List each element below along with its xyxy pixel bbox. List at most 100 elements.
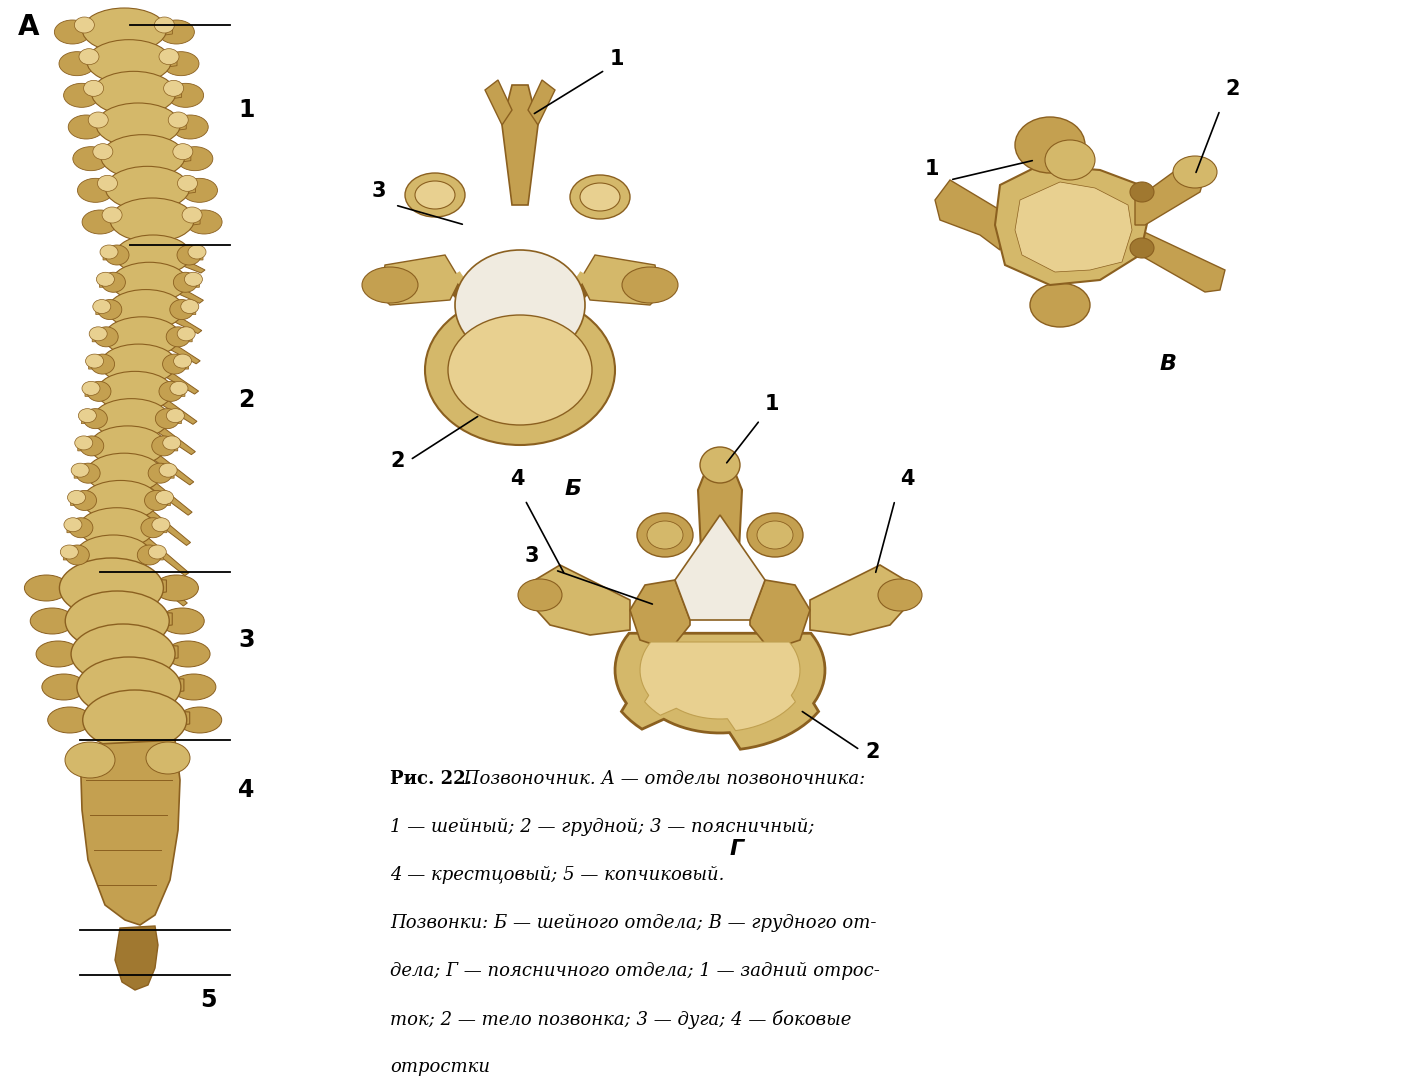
Ellipse shape [166,408,184,422]
Polygon shape [149,410,181,423]
Polygon shape [142,24,173,38]
Polygon shape [811,565,908,635]
Text: Г: Г [730,839,744,859]
Ellipse shape [92,71,176,115]
Polygon shape [502,84,538,205]
Polygon shape [143,644,179,662]
Ellipse shape [170,300,194,319]
Ellipse shape [82,481,159,521]
Ellipse shape [163,52,198,76]
Polygon shape [529,80,555,125]
Ellipse shape [48,707,92,733]
Polygon shape [147,388,197,425]
Ellipse shape [149,464,171,483]
Ellipse shape [169,112,188,128]
Ellipse shape [154,575,198,601]
Text: 1: 1 [765,394,779,414]
Polygon shape [167,274,200,287]
Ellipse shape [54,19,91,44]
Ellipse shape [156,408,180,429]
Ellipse shape [156,491,173,505]
Text: 4: 4 [900,469,914,490]
Ellipse shape [152,436,176,456]
Ellipse shape [167,83,204,107]
Text: Позвонки: Б — шейного отдела; В — грудного от-: Позвонки: Б — шейного отдела; В — грудно… [390,914,877,932]
Ellipse shape [96,272,115,286]
Polygon shape [147,55,177,69]
Ellipse shape [1173,156,1217,188]
Ellipse shape [94,144,113,159]
Text: 3: 3 [238,628,255,652]
Ellipse shape [170,381,188,395]
Polygon shape [580,255,660,305]
Polygon shape [129,524,188,576]
Polygon shape [674,516,765,619]
Ellipse shape [173,354,191,368]
Ellipse shape [64,518,82,532]
Ellipse shape [700,447,740,483]
Ellipse shape [112,262,187,302]
Ellipse shape [30,608,74,634]
Ellipse shape [60,558,163,618]
Ellipse shape [108,289,184,329]
Ellipse shape [154,17,174,32]
Polygon shape [531,565,631,635]
Ellipse shape [580,183,621,211]
Polygon shape [89,356,120,369]
Ellipse shape [82,8,166,52]
Ellipse shape [184,272,203,286]
Ellipse shape [68,491,85,505]
Text: В: В [1161,354,1178,374]
Ellipse shape [415,181,455,209]
Ellipse shape [1030,283,1090,327]
Ellipse shape [163,436,181,449]
Ellipse shape [159,381,183,402]
Ellipse shape [86,40,171,83]
Text: 2: 2 [864,742,880,762]
Ellipse shape [361,268,418,303]
Ellipse shape [177,146,213,171]
Ellipse shape [166,327,190,347]
Text: 1: 1 [238,97,255,122]
Ellipse shape [101,344,177,384]
Polygon shape [380,255,461,305]
Ellipse shape [74,17,95,32]
Text: Рис. 22.: Рис. 22. [390,770,472,788]
Polygon shape [995,165,1151,285]
Ellipse shape [79,49,99,65]
Polygon shape [1015,182,1132,272]
Polygon shape [156,356,188,369]
Ellipse shape [149,545,166,559]
Polygon shape [157,305,201,334]
Polygon shape [150,360,198,394]
Polygon shape [615,634,825,749]
Ellipse shape [1129,238,1153,258]
Polygon shape [171,247,203,260]
Ellipse shape [181,179,217,203]
Text: Б: Б [565,479,582,499]
Polygon shape [139,493,170,506]
Ellipse shape [570,175,631,219]
Polygon shape [164,251,205,273]
Text: 3: 3 [373,181,387,201]
Ellipse shape [171,674,215,700]
Ellipse shape [648,521,683,549]
Polygon shape [137,611,173,629]
Ellipse shape [84,80,103,96]
Polygon shape [162,151,191,165]
Polygon shape [1135,160,1204,225]
Polygon shape [162,278,204,303]
Ellipse shape [71,464,89,478]
Ellipse shape [146,742,190,774]
Polygon shape [74,466,106,479]
Ellipse shape [94,399,170,439]
Ellipse shape [152,518,170,532]
Ellipse shape [519,579,563,611]
Text: A: A [18,13,40,41]
Polygon shape [115,926,159,990]
Ellipse shape [86,453,162,493]
Ellipse shape [78,408,96,422]
Ellipse shape [163,80,184,96]
Ellipse shape [177,327,196,341]
Ellipse shape [82,690,187,751]
